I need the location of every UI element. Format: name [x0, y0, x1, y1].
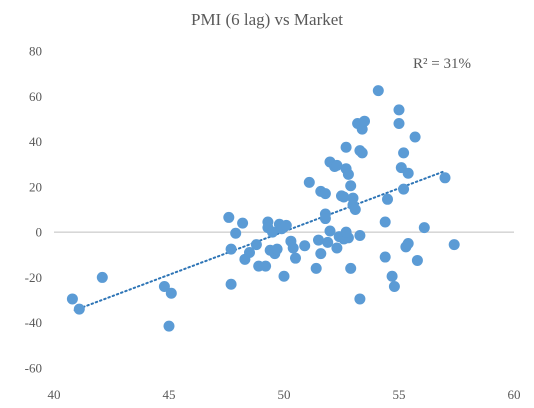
- data-point: [338, 191, 350, 203]
- y-tick-label: 60: [29, 89, 42, 104]
- data-point: [354, 230, 366, 242]
- y-tick-label: 40: [29, 134, 42, 149]
- data-point: [382, 193, 393, 205]
- data-point: [324, 225, 336, 237]
- data-point: [299, 240, 311, 252]
- data-point: [354, 293, 366, 305]
- x-tick-label: 60: [508, 387, 521, 402]
- data-point: [402, 167, 414, 179]
- data-point: [379, 216, 391, 228]
- data-point: [267, 226, 278, 238]
- y-tick-label: 80: [29, 44, 42, 59]
- data-point: [225, 278, 237, 290]
- scatter-points: [66, 85, 460, 332]
- data-point: [359, 115, 370, 127]
- data-point: [271, 243, 283, 255]
- data-point: [379, 251, 391, 263]
- y-tick-label: 20: [29, 179, 42, 194]
- data-point: [313, 234, 324, 246]
- data-point: [290, 252, 301, 264]
- data-point: [409, 131, 421, 143]
- x-tick-label: 55: [393, 387, 406, 402]
- data-point: [223, 211, 235, 223]
- data-point: [393, 117, 405, 129]
- data-point: [356, 147, 368, 159]
- data-point: [244, 247, 255, 259]
- data-point: [349, 204, 361, 215]
- y-tick-label: -60: [25, 361, 42, 376]
- data-point: [340, 141, 352, 153]
- data-point: [310, 262, 322, 274]
- data-point: [280, 219, 292, 231]
- data-point: [393, 104, 405, 116]
- r-squared-annotation: R² = 31%: [413, 56, 471, 72]
- data-point: [96, 271, 108, 283]
- data-point: [418, 222, 430, 234]
- data-point: [322, 236, 334, 248]
- data-point: [225, 243, 237, 255]
- data-point: [287, 242, 299, 254]
- data-point: [278, 270, 290, 282]
- data-point: [345, 180, 357, 192]
- y-axis-tick-labels: -60 -40 -20 0 20 40 60 80: [25, 44, 42, 376]
- data-point: [250, 239, 262, 251]
- data-point: [342, 168, 354, 180]
- data-point: [230, 227, 242, 239]
- data-point: [319, 188, 331, 200]
- x-tick-label: 40: [48, 387, 61, 402]
- data-point: [411, 254, 423, 266]
- x-tick-label: 45: [163, 387, 176, 402]
- data-point: [340, 226, 352, 238]
- data-point: [66, 293, 78, 305]
- data-point: [163, 320, 175, 332]
- data-point: [398, 147, 410, 159]
- data-point: [345, 262, 357, 274]
- data-point: [347, 192, 359, 204]
- x-axis-tick-labels: 40 45 50 55 60: [48, 387, 521, 402]
- data-point: [303, 176, 315, 188]
- data-point: [331, 159, 343, 171]
- data-point: [260, 260, 272, 272]
- data-point: [319, 213, 331, 225]
- data-point: [237, 217, 249, 229]
- data-point: [165, 287, 177, 299]
- data-point: [158, 280, 170, 292]
- data-point: [372, 85, 384, 97]
- data-point: [448, 239, 460, 251]
- y-tick-label: -20: [25, 270, 42, 285]
- data-point: [398, 183, 410, 195]
- data-point: [439, 172, 451, 184]
- x-tick-label: 50: [278, 387, 291, 402]
- data-point: [331, 242, 343, 254]
- y-tick-label: -40: [25, 315, 42, 330]
- y-tick-label: 0: [36, 225, 43, 240]
- data-point: [73, 303, 85, 315]
- data-point: [402, 237, 414, 249]
- data-point: [315, 248, 327, 260]
- data-point: [386, 270, 398, 282]
- chart-title: PMI (6 lag) vs Market: [191, 10, 343, 29]
- data-point: [388, 280, 400, 292]
